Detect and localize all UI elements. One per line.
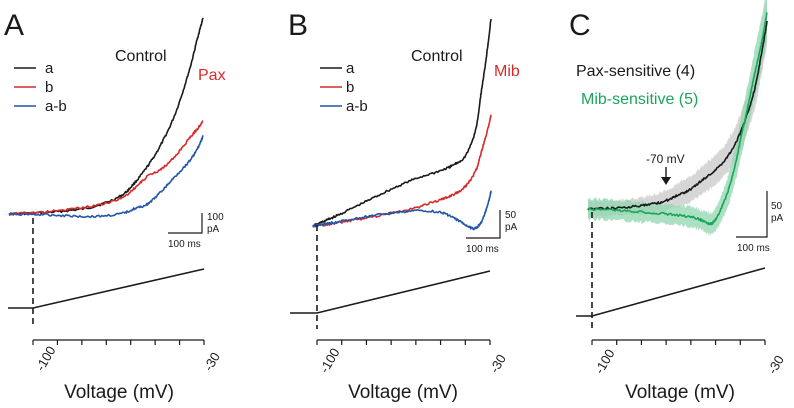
sem-band-c-1 bbox=[588, 0, 767, 237]
legend-b-label-a: a bbox=[346, 60, 355, 77]
scale-bar-a-current: 100 bbox=[207, 212, 224, 223]
trace-c-pax-sensitive-4- bbox=[587, 20, 768, 211]
tick-label-a-max: -30 bbox=[201, 350, 223, 374]
legend-b-label-b: b bbox=[346, 79, 354, 96]
scale-bar-c-time: 100 ms bbox=[737, 243, 770, 254]
x-axis-b bbox=[316, 339, 491, 345]
scale-bar-a-unit: pA bbox=[207, 224, 220, 235]
panel-a-traces bbox=[8, 17, 204, 219]
sem-band-c-0 bbox=[588, 0, 767, 219]
scale-bar-c-current: 50 bbox=[771, 201, 783, 212]
panel-b: B Control Mib a b a-b 50 pA 100 ms -100 … bbox=[288, 9, 520, 403]
trace-a-a-b bbox=[8, 135, 204, 219]
tick-label-a-min: -100 bbox=[33, 343, 59, 373]
control-label-a: Control bbox=[115, 48, 167, 65]
panel-a: A Control Pax a b a-b 100 pA 100 ms -100… bbox=[4, 9, 226, 403]
scale-bar-c-lines bbox=[736, 191, 768, 238]
x-axis-title-b: Voltage (mV) bbox=[348, 382, 458, 403]
scale-bar-a-time: 100 ms bbox=[168, 239, 201, 250]
scale-bar-b-current: 50 bbox=[505, 210, 517, 221]
control-label-b: Control bbox=[411, 48, 463, 65]
x-axis-c bbox=[591, 339, 766, 345]
voltage-ramp-a bbox=[8, 268, 205, 309]
legend-c-mib: Mib-sensitive (5) bbox=[581, 91, 698, 108]
scale-bar-b-time: 100 ms bbox=[466, 244, 499, 255]
voltage-ramp-b bbox=[290, 270, 491, 314]
panel-label-c: C bbox=[569, 9, 591, 42]
drug-label-pax: Pax bbox=[198, 67, 226, 84]
legend-a-label-a: a bbox=[45, 60, 54, 77]
scale-bar-a: 100 pA 100 ms bbox=[168, 212, 224, 250]
scale-bar-b-unit: pA bbox=[505, 222, 518, 233]
legend-a-label-ab: a-b bbox=[45, 98, 67, 115]
scale-bar-b: 50 pA 100 ms bbox=[466, 210, 518, 255]
panel-c-traces bbox=[587, 12, 768, 226]
scale-bar-b-lines bbox=[466, 210, 501, 239]
legend-b-label-ab: a-b bbox=[346, 98, 368, 115]
legend-b: a b a-b bbox=[320, 60, 368, 115]
tick-label-c-max: -30 bbox=[765, 353, 787, 377]
trace-a-a bbox=[9, 17, 204, 216]
legend-a: a b a-b bbox=[14, 60, 67, 115]
panel-c: C Pax-sensitive (4) Mib-sensitive (5) -7… bbox=[569, 0, 787, 403]
trace-b-a-b bbox=[312, 190, 492, 231]
panel-label-b: B bbox=[288, 9, 308, 42]
x-axis-title-a: Voltage (mV) bbox=[64, 382, 174, 403]
trace-a-b bbox=[8, 120, 204, 216]
x-axis-title-c: Voltage (mV) bbox=[625, 382, 735, 403]
drug-label-mib: Mib bbox=[494, 63, 520, 80]
annotation-minus-70: -70 mV bbox=[646, 152, 685, 166]
trace-b-b bbox=[312, 114, 492, 228]
tick-label-b-max: -30 bbox=[487, 352, 509, 376]
trace-b-a bbox=[312, 18, 492, 228]
x-axis-a bbox=[32, 339, 205, 345]
legend-a-label-b: b bbox=[45, 79, 53, 96]
panel-c-bands bbox=[588, 0, 767, 237]
panel-label-a: A bbox=[4, 9, 24, 42]
panel-b-traces bbox=[312, 18, 492, 231]
trace-c-mib-sensitive-5- bbox=[587, 12, 768, 226]
scale-bar-a-lines bbox=[168, 213, 203, 234]
tick-label-c-min: -100 bbox=[592, 346, 618, 376]
voltage-ramp-c bbox=[576, 267, 766, 317]
annotation-arrow bbox=[661, 167, 671, 185]
tick-label-b-min: -100 bbox=[317, 345, 343, 375]
arrow-down-icon bbox=[661, 177, 671, 185]
scale-bar-c: 50 pA 100 ms bbox=[736, 191, 784, 254]
legend-c-pax: Pax-sensitive (4) bbox=[576, 63, 695, 80]
scale-bar-c-unit: pA bbox=[771, 213, 784, 224]
